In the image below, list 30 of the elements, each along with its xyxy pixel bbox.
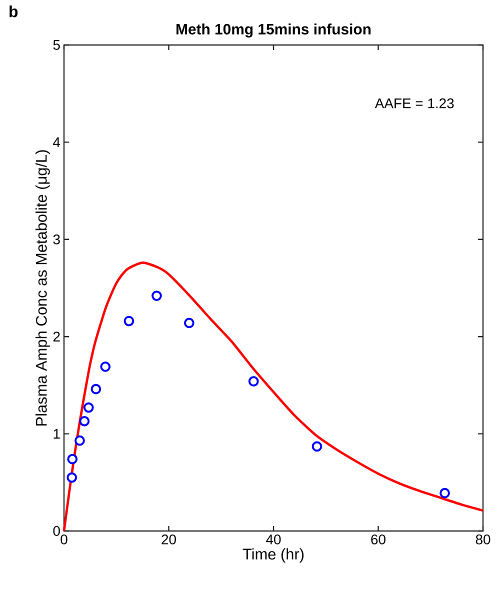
point	[83, 402, 94, 413]
point	[90, 384, 102, 394]
y-tick-label: 0	[53, 526, 60, 536]
point	[79, 416, 90, 426]
point	[100, 362, 111, 372]
point	[248, 376, 259, 386]
point	[67, 454, 78, 464]
point	[74, 435, 85, 446]
point	[152, 290, 162, 301]
point	[312, 441, 322, 452]
y-tick-label: 4	[53, 137, 60, 147]
point	[66, 472, 78, 483]
x-tick-label: 0	[60, 534, 68, 544]
x-axis-title: Time (hr)	[242, 548, 304, 563]
chart-title: Meth 10mg 15mins infusion	[176, 24, 371, 38]
y-tick-label: 5	[53, 40, 60, 50]
annotation: AAFE = 1.23	[374, 98, 454, 108]
y-tick-label: 3	[53, 234, 60, 244]
line-series	[62, 262, 484, 532]
text: b	[10, 6, 18, 18]
point	[184, 318, 194, 328]
point	[440, 488, 450, 498]
x-tick-label: 80	[476, 534, 490, 544]
point	[124, 316, 134, 326]
x-tick-label: 40	[266, 534, 281, 544]
x-tick-label: 60	[371, 534, 386, 544]
x-tick-label: 20	[162, 534, 176, 544]
y-tick-label: 1	[54, 429, 60, 439]
y-tick-label: 2	[53, 332, 60, 342]
y-axis-title: Plasma Amph Conc as Metabolite (μg/L)	[35, 150, 50, 426]
